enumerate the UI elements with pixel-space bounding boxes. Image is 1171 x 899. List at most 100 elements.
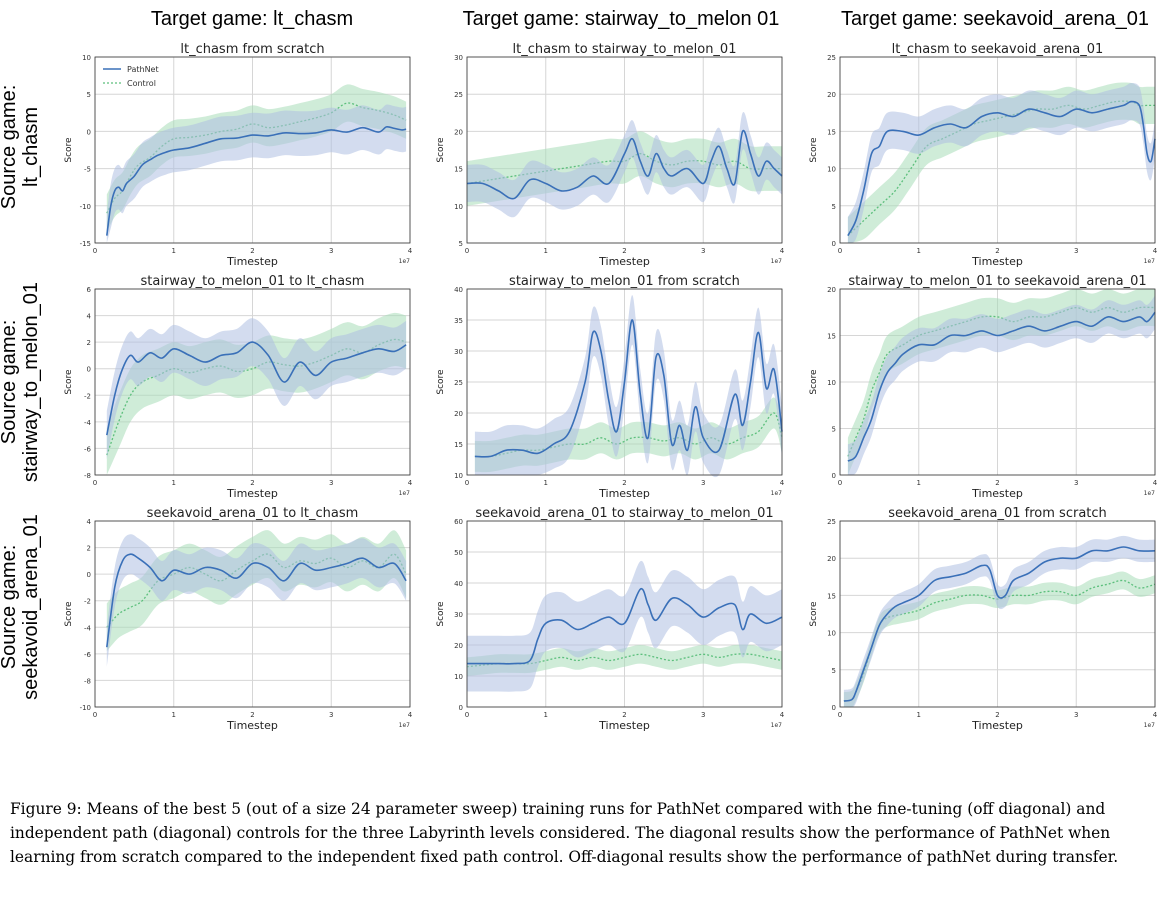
x-scale-label: 1e7 [771,258,783,265]
y-tick-label: 4 [87,313,92,321]
column-header-lt-chasm: Target game: lt_chasm [150,8,354,30]
plot-frame [839,520,1156,708]
y-tick-label: -2 [84,598,91,606]
y-axis-label: Score [436,369,446,395]
x-tick-label: 1 [544,711,548,719]
x-tick-label: 1 [172,479,176,487]
pathnet-line [474,319,783,458]
plot-frame [94,520,411,708]
chart-r2c3: stairway_to_melon_01 to seekavoid_arena_… [809,274,1158,500]
plot-frame [466,520,783,708]
x-axis-label: Timestep [226,255,278,268]
x-tick-label: 1 [544,479,548,487]
x-axis-label: Timestep [226,487,278,500]
x-axis-label: Timestep [971,487,1023,500]
y-tick-label: 25 [454,91,463,99]
y-tick-label: 10 [454,203,463,211]
x-axis-label: Timestep [598,255,650,268]
y-tick-label: 20 [827,286,836,294]
column-header-seekavoid: Target game: seekavoid_arena_01 [841,8,1149,30]
x-tick-label: 1 [544,247,548,255]
pathnet-band [106,318,407,460]
y-tick-label: -4 [84,419,92,427]
y-tick-label: 0 [87,571,91,579]
x-scale-label: 1e7 [399,490,411,497]
y-tick-label: 5 [459,240,463,248]
x-tick-label: 4 [780,247,785,255]
plot-frame [94,56,411,244]
x-tick-label: 0 [93,479,97,487]
x-scale-label: 1e7 [399,722,411,729]
y-tick-label: -8 [84,472,91,480]
chart-r3c2: seekavoid_arena_01 to stairway_to_melon_… [436,506,785,732]
chart-r3c3: seekavoid_arena_01 from scratch051015202… [809,506,1158,732]
x-axis-label: Timestep [598,719,650,732]
x-tick-label: 0 [93,247,97,255]
x-scale-label: 1e7 [1144,258,1156,265]
x-tick-label: 0 [465,711,469,719]
y-tick-label: 60 [454,518,463,526]
chart-title: lt_chasm from scratch [180,42,324,57]
x-scale-label: 1e7 [771,490,783,497]
y-axis-label: Score [809,137,819,163]
pathnet-line [467,587,783,665]
y-tick-label: 25 [454,379,463,387]
pathnet-line [843,546,1156,702]
plot-frame [466,288,783,476]
y-tick-label: 10 [82,54,91,62]
plot-frame [839,288,1156,476]
pathnet-band [843,535,1155,708]
control-band [467,644,782,676]
x-tick-label: 3 [701,711,705,719]
y-axis-label: Score [436,137,446,163]
legend-pathnet-label: PathNet [127,65,159,74]
chart-title: seekavoid_arena_01 to stairway_to_melon_… [475,506,773,521]
legend-control-label: Control [127,79,156,88]
pathnet-band [467,112,782,218]
pathnet-line [847,100,1156,236]
x-tick-label: 3 [1074,247,1078,255]
x-tick-label: 4 [408,479,413,487]
x-tick-label: 2 [622,711,626,719]
x-tick-label: 2 [995,247,999,255]
y-tick-label: 0 [87,366,91,374]
x-tick-label: 1 [172,247,176,255]
y-tick-label: 50 [454,549,463,557]
x-tick-label: 0 [838,247,842,255]
y-tick-label: 10 [827,166,836,174]
y-tick-label: 30 [454,611,463,619]
pathnet-line [466,129,783,200]
pathnet-line [106,341,407,436]
x-tick-label: 4 [1153,711,1158,719]
chart-r1c2: lt_chasm to stairway_to_melon_0151015202… [436,42,785,268]
x-tick-label: 0 [465,247,469,255]
y-tick-label: 25 [827,54,836,62]
pathnet-band [106,104,407,243]
x-tick-label: 3 [329,247,333,255]
y-tick-label: 20 [454,128,463,136]
x-tick-label: 3 [329,711,333,719]
pathnet-band [474,295,782,478]
y-tick-label: 20 [827,555,836,563]
pathnet-line [106,125,407,236]
chart-title: stairway_to_melon_01 to seekavoid_arena_… [848,274,1146,289]
x-tick-label: 4 [780,711,785,719]
x-tick-label: 0 [465,479,469,487]
y-tick-label: 15 [827,333,836,341]
pathnet-band [847,83,1155,244]
y-tick-label: 15 [827,128,836,136]
y-tick-label: 5 [832,203,836,211]
x-tick-label: 1 [917,711,921,719]
x-tick-label: 0 [838,479,842,487]
y-axis-label: Score [809,601,819,627]
y-tick-label: 2 [87,339,91,347]
y-axis-label: Score [64,369,74,395]
x-tick-label: 4 [1153,479,1158,487]
x-scale-label: 1e7 [1144,722,1156,729]
y-tick-label: 15 [827,592,836,600]
y-tick-label: -10 [80,704,91,712]
x-axis-label: Timestep [971,255,1023,268]
y-axis-label: Score [809,369,819,395]
y-tick-label: -10 [80,203,91,211]
